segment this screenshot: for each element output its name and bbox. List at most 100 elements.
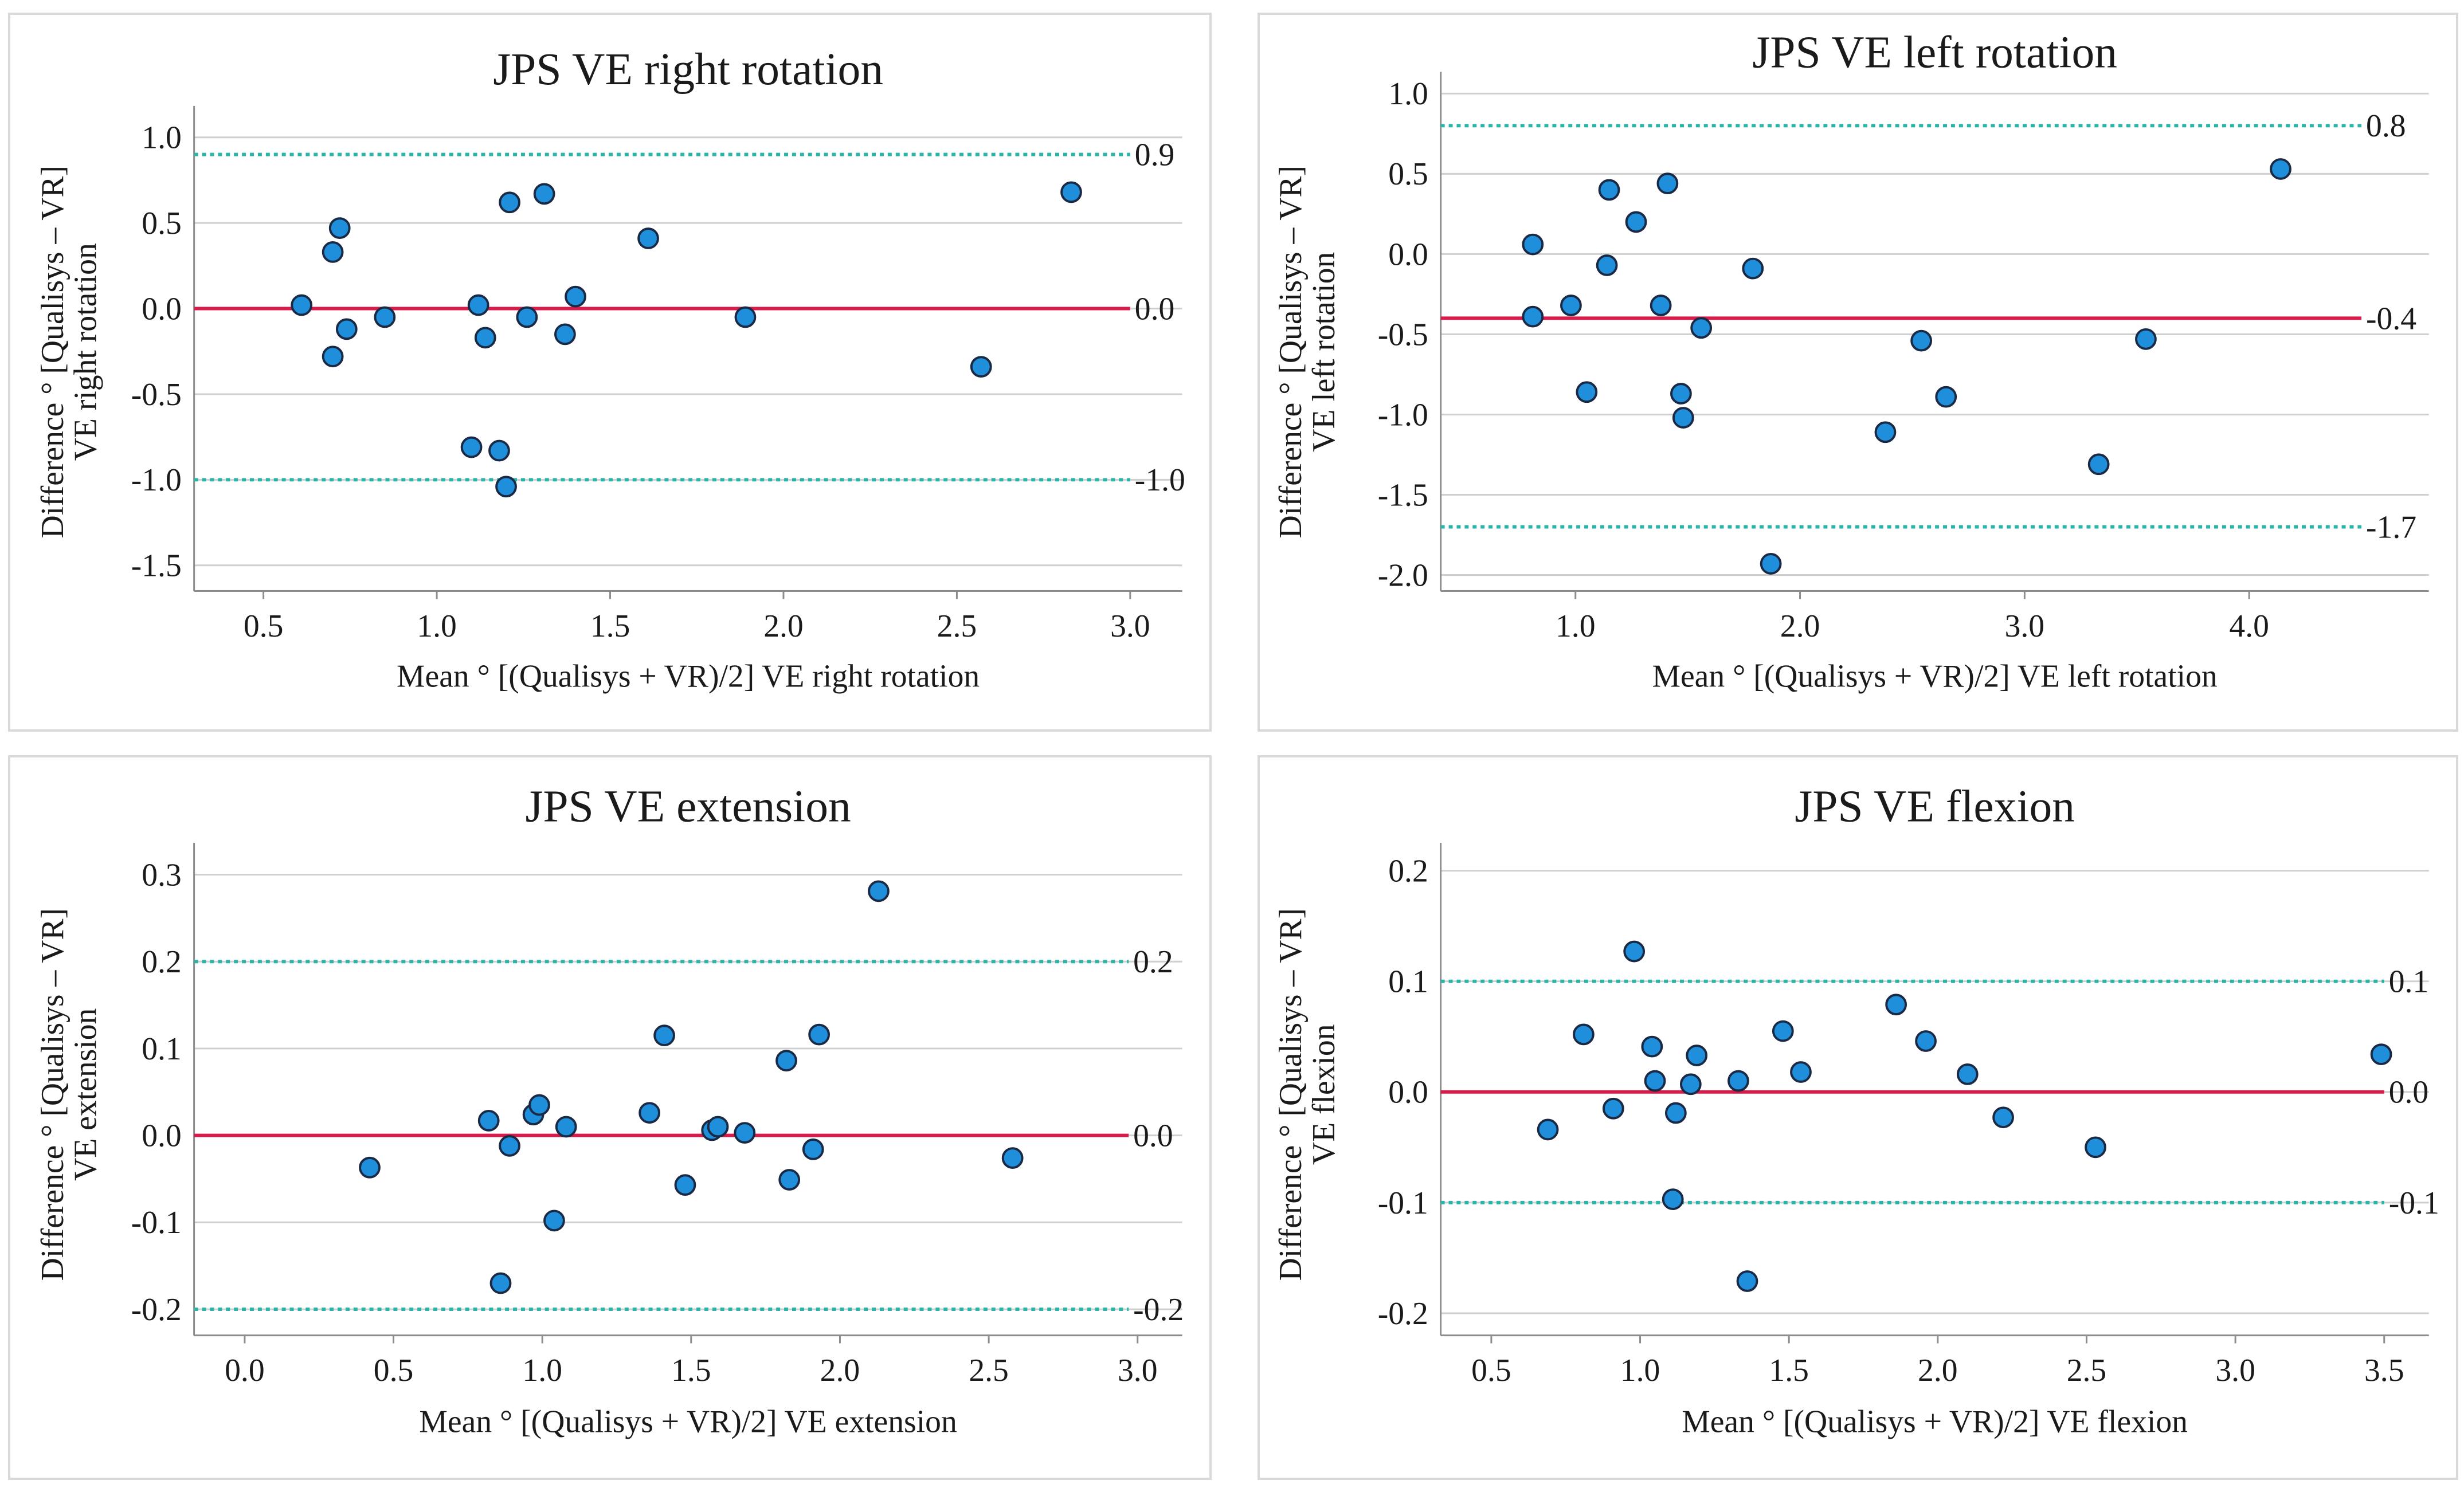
data-point [707,1116,729,1138]
chart-flexion: JPS VE flexion 0.2 0.1 0.0 -0.1 -0.2 0.5 1.0 1.5… [1273,781,2439,1440]
data-point [775,1050,797,1072]
chart-panel-flexion: JPS VE flexion 0.2 0.1 0.0 -0.1 -0.2 0.5 1.0 1.5… [1258,755,2458,1480]
x-tick-label: 0.0 [225,1353,265,1388]
x-tick-label: 2.5 [969,1353,1009,1388]
x-tick-label: 3.0 [2215,1353,2255,1388]
x-tick-label: 1.5 [590,608,630,644]
y-tick-label: 0.5 [1388,156,1428,192]
y-tick-label: -1.0 [131,462,182,498]
data-point [1885,994,1907,1016]
data-point [322,346,344,368]
upper-limit-label: 0.9 [1135,137,1175,172]
y-tick-label: 0.1 [142,1031,182,1067]
y-tick-label: 0.0 [1388,237,1428,272]
data-point [1598,179,1620,201]
y-tick-label: -0.5 [131,377,182,413]
data-point [1662,1188,1684,1210]
data-point [1956,1063,1979,1085]
data-point [1644,1070,1666,1092]
y-axis-label: Difference ° [Qualisys – VR] [35,166,70,538]
data-point [1602,1097,1624,1120]
x-tick-label: 2.0 [820,1353,860,1388]
data-point [460,436,483,458]
data-point [734,1122,756,1144]
data-point [543,1210,565,1232]
data-point [653,1024,675,1047]
data-point [1790,1061,1812,1083]
y-tick-label: -1.5 [1378,477,1428,513]
chart-right-rotation: JPS VE right rotation 1.0 0.5 0.0 -0.5 -1.0 -1… [35,44,1185,694]
data-point [554,323,576,346]
data-point [1625,211,1647,233]
x-axis-label: Mean ° [(Qualisys + VR)/2] VE flexion [1682,1404,2188,1440]
chart-title: JPS VE right rotation [493,44,883,95]
y-axis-label: Difference ° [Qualisys – VR] [35,908,70,1281]
data-point [1573,1023,1595,1046]
data-point [1656,172,1679,195]
data-point [499,191,520,214]
data-point [1596,254,1618,276]
data-point [1623,940,1646,963]
y-tick-label: 0.0 [1388,1075,1428,1110]
data-point [489,1272,512,1294]
y-tick-label: 0.2 [1388,853,1428,889]
data-point [734,306,757,328]
data-point [808,1023,830,1046]
x-tick-label: 3.0 [2005,608,2045,644]
x-tick-label: 1.5 [671,1353,711,1388]
data-point [1736,1270,1758,1292]
data-point [467,294,489,316]
data-point [2135,328,2157,350]
x-tick-label: 0.5 [244,608,284,644]
x-tick-label: 0.5 [374,1353,414,1388]
x-tick-label: 1.0 [1620,1353,1660,1388]
data-point [1992,1106,2014,1129]
x-tick-label: 2.0 [1780,608,1820,644]
data-point [1001,1147,1024,1169]
lower-limit-label: -1.0 [1135,462,1185,498]
chart-panel-left-rotation: JPS VE left rotation 1.0 0.5 0.0 -0.5 -1.0 -1.… [1258,13,2458,732]
x-tick-label: 2.0 [763,608,804,644]
data-point [2087,453,2110,476]
data-point [1060,181,1082,203]
x-tick-label: 2.0 [1918,1353,1958,1388]
y-tick-label: -0.1 [131,1205,182,1240]
y-tick-label: 1.0 [1388,76,1428,112]
data-point [374,306,396,328]
data-point [1672,407,1694,429]
y-tick-label: -0.1 [1378,1185,1428,1221]
data-point [1727,1070,1749,1092]
y-tick-label: 0.2 [142,944,182,980]
bias-label: 0.0 [2389,1075,2429,1110]
data-point [778,1169,801,1191]
data-point [1679,1073,1702,1096]
y-tick-label: -1.5 [131,548,182,584]
data-point [359,1156,381,1179]
data-point [533,183,555,205]
y-tick-label: -0.5 [1378,317,1428,352]
data-point [1690,317,1713,339]
lower-limit-label: -1.7 [2366,509,2416,545]
data-point [516,306,538,328]
data-point [1910,329,1933,352]
data-point [1742,257,1764,280]
x-tick-label: 1.0 [1556,608,1596,644]
data-point [565,285,586,308]
data-point [1670,383,1692,405]
data-point [1522,233,1544,256]
lower-limit-label: -0.1 [2389,1185,2439,1221]
data-point [1537,1118,1559,1141]
data-point [499,1134,520,1157]
upper-limit-label: 0.8 [2366,108,2406,144]
data-point [477,1109,500,1132]
lower-limit-label: -0.2 [1133,1292,1184,1328]
data-point [335,318,358,340]
x-axis-label: Mean ° [(Qualisys + VR)/2] VE extension [419,1404,957,1440]
x-tick-label: 2.5 [2067,1353,2107,1388]
x-tick-label: 1.5 [1769,1353,1809,1388]
x-axis-label: Mean ° [(Qualisys + VR)/2] VE right rota… [397,658,980,694]
data-point [802,1138,824,1160]
data-point [1686,1045,1708,1066]
y-tick-label: 0.0 [142,291,182,327]
bias-label: -0.4 [2366,301,2416,336]
